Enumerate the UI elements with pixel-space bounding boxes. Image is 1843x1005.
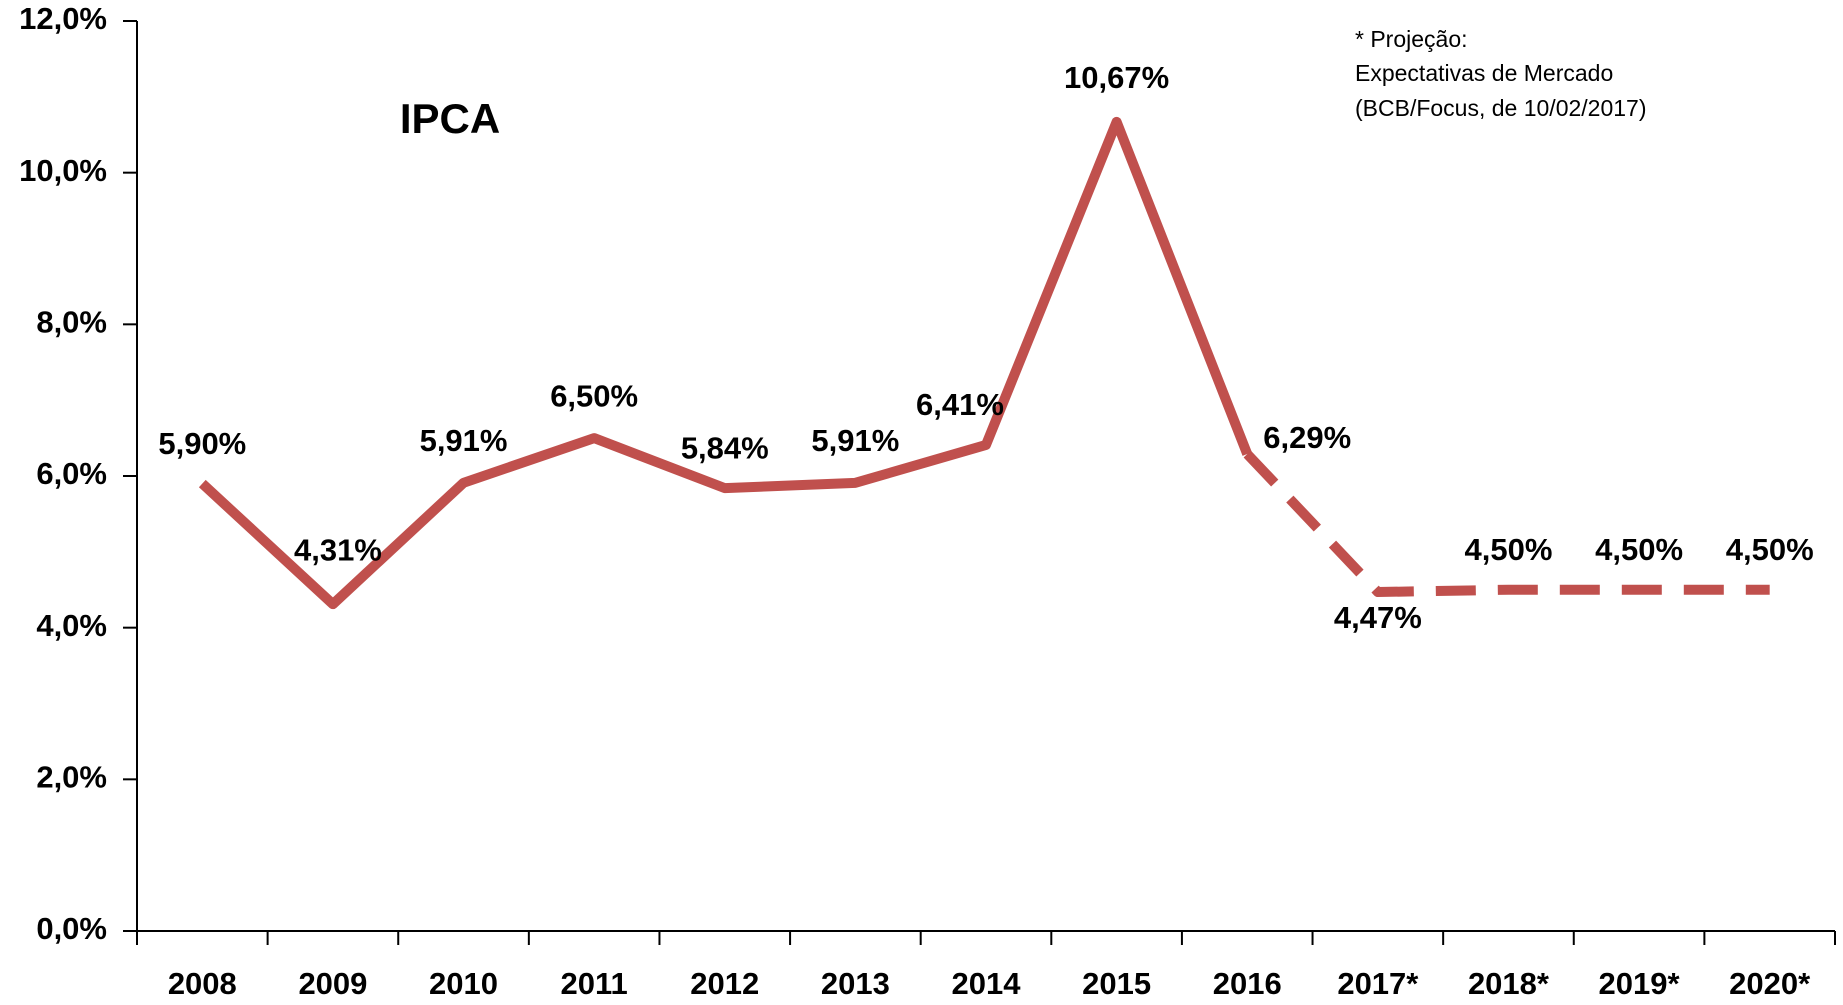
data-label: 5,84% xyxy=(681,430,769,465)
data-label: 10,67% xyxy=(1064,60,1169,95)
y-tick-label: 0,0% xyxy=(36,911,107,946)
annotation: * Projeção: xyxy=(1355,26,1468,52)
x-tick-label: 2010 xyxy=(429,966,498,1001)
data-label: 5,91% xyxy=(811,423,899,458)
y-tick-label: 2,0% xyxy=(36,760,107,795)
x-tick-label: 2018* xyxy=(1468,966,1550,1001)
x-tick-label: 2015 xyxy=(1082,966,1151,1001)
data-label: 5,91% xyxy=(420,423,508,458)
x-tick-label: 2017* xyxy=(1337,966,1419,1001)
y-tick-label: 8,0% xyxy=(36,305,107,340)
chart-title: IPCA xyxy=(400,95,500,142)
x-tick-label: 2016 xyxy=(1213,966,1282,1001)
data-label: 4,31% xyxy=(294,532,382,567)
y-tick-label: 4,0% xyxy=(36,608,107,643)
data-label: 6,50% xyxy=(550,378,638,413)
line-projection xyxy=(1243,450,1770,598)
y-tick-label: 6,0% xyxy=(36,456,107,491)
line-actual xyxy=(198,116,1252,610)
x-tick-label: 2019* xyxy=(1599,966,1681,1001)
x-tick-label: 2013 xyxy=(821,966,890,1001)
y-tick-label: 12,0% xyxy=(19,1,107,36)
data-label: 4,47% xyxy=(1334,600,1422,635)
x-tick-label: 2012 xyxy=(690,966,759,1001)
data-label: 6,41% xyxy=(916,387,1004,422)
annotation: Expectativas de Mercado xyxy=(1355,60,1613,86)
annotation: (BCB/Focus, de 10/02/2017) xyxy=(1355,95,1647,121)
data-label: 6,29% xyxy=(1263,420,1351,455)
data-label: 5,90% xyxy=(158,426,246,461)
x-tick-label: 2014 xyxy=(952,966,1022,1001)
y-tick-label: 10,0% xyxy=(19,153,107,188)
x-tick-label: 2008 xyxy=(168,966,237,1001)
data-label: 4,50% xyxy=(1595,532,1683,567)
data-label: 4,50% xyxy=(1726,532,1814,567)
x-tick-label: 2020* xyxy=(1729,966,1811,1001)
data-label: 4,50% xyxy=(1465,532,1553,567)
x-tick-label: 2011 xyxy=(561,966,628,1001)
x-tick-label: 2009 xyxy=(298,966,367,1001)
